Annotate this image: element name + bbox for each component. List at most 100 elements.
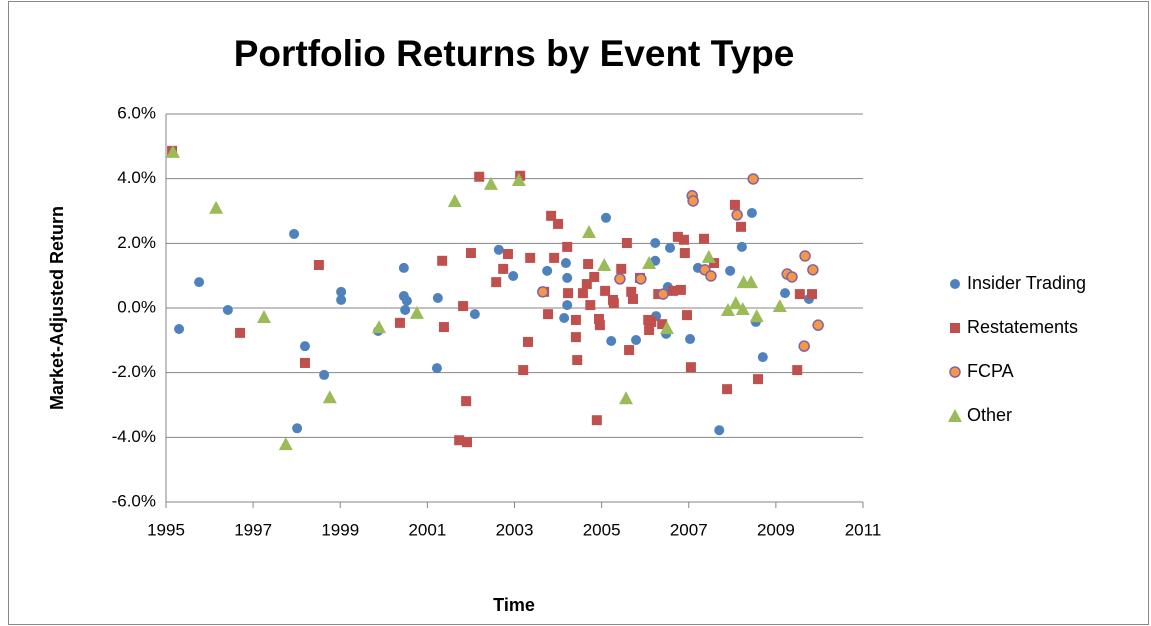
point xyxy=(491,277,502,288)
point xyxy=(572,355,583,366)
point xyxy=(792,365,803,376)
point xyxy=(563,288,574,299)
chart-border xyxy=(8,1,1149,625)
point xyxy=(672,231,683,242)
legend-label: FCPA xyxy=(967,361,1014,381)
point xyxy=(562,272,573,283)
point xyxy=(644,324,655,335)
point xyxy=(336,294,347,305)
point xyxy=(650,238,661,249)
point xyxy=(619,391,634,405)
point xyxy=(685,334,696,345)
point xyxy=(753,374,764,385)
point xyxy=(581,279,592,290)
x-tick-label: 2003 xyxy=(496,520,534,539)
x-tick-label: 1997 xyxy=(234,520,272,539)
point xyxy=(747,173,759,185)
point xyxy=(746,207,757,218)
legend-label: Restatements xyxy=(967,317,1078,337)
point xyxy=(720,302,735,316)
legend-label: Insider Trading xyxy=(967,273,1086,293)
point xyxy=(736,221,747,232)
legend-marker xyxy=(948,409,962,422)
point xyxy=(299,341,310,352)
point xyxy=(731,209,743,221)
point xyxy=(447,193,462,207)
point xyxy=(728,296,743,310)
point xyxy=(621,238,632,249)
x-tick-label: 1995 xyxy=(147,520,185,539)
point xyxy=(549,252,560,263)
point xyxy=(319,369,330,380)
point xyxy=(581,225,596,239)
point xyxy=(659,321,674,335)
point xyxy=(508,270,519,281)
y-tick-label: 6.0% xyxy=(117,103,156,122)
point xyxy=(600,212,611,223)
point xyxy=(736,241,747,252)
point xyxy=(299,357,310,368)
point xyxy=(469,309,480,320)
point xyxy=(458,301,469,312)
point xyxy=(577,288,588,299)
point xyxy=(165,144,180,158)
point xyxy=(600,285,611,296)
point xyxy=(546,210,557,221)
point xyxy=(698,233,709,244)
point xyxy=(432,292,443,303)
point xyxy=(725,265,736,276)
y-axis-label: Market-Adjusted Return xyxy=(47,206,67,410)
y-tick-label: -4.0% xyxy=(112,427,156,446)
point xyxy=(401,295,412,306)
point xyxy=(685,362,696,373)
point xyxy=(559,313,570,324)
point xyxy=(729,199,740,210)
point xyxy=(235,327,246,338)
point xyxy=(812,319,824,331)
point xyxy=(631,335,642,346)
point xyxy=(336,286,347,297)
point xyxy=(498,263,509,274)
point xyxy=(794,289,805,300)
point xyxy=(606,335,617,346)
point xyxy=(570,314,581,325)
point xyxy=(807,264,819,276)
x-tick-label: 2005 xyxy=(583,520,621,539)
point xyxy=(553,218,564,229)
point xyxy=(257,310,272,324)
point xyxy=(511,172,526,186)
point xyxy=(583,259,594,270)
point xyxy=(635,273,647,285)
point xyxy=(624,345,635,356)
point xyxy=(594,320,605,331)
point xyxy=(292,423,303,434)
point xyxy=(502,249,513,260)
chart-title: Portfolio Returns by Event Type xyxy=(234,33,795,74)
legend-marker xyxy=(949,366,961,378)
point xyxy=(642,256,657,270)
point xyxy=(222,304,233,315)
legend-marker xyxy=(950,323,960,333)
point xyxy=(626,286,637,297)
point xyxy=(772,299,787,313)
point xyxy=(398,262,409,273)
legend-marker xyxy=(950,279,960,289)
point xyxy=(799,250,811,262)
point xyxy=(537,286,549,298)
point xyxy=(289,228,300,239)
y-tick-label: -2.0% xyxy=(112,362,156,381)
point xyxy=(523,336,534,347)
point xyxy=(174,324,185,335)
point xyxy=(668,285,679,296)
point xyxy=(682,310,693,321)
point xyxy=(735,301,750,315)
point xyxy=(627,293,638,304)
point xyxy=(687,195,699,207)
point xyxy=(313,259,324,270)
point xyxy=(646,316,657,327)
y-tick-label: 0.0% xyxy=(117,297,156,316)
point xyxy=(431,363,442,374)
point xyxy=(657,319,668,330)
point xyxy=(278,437,293,451)
